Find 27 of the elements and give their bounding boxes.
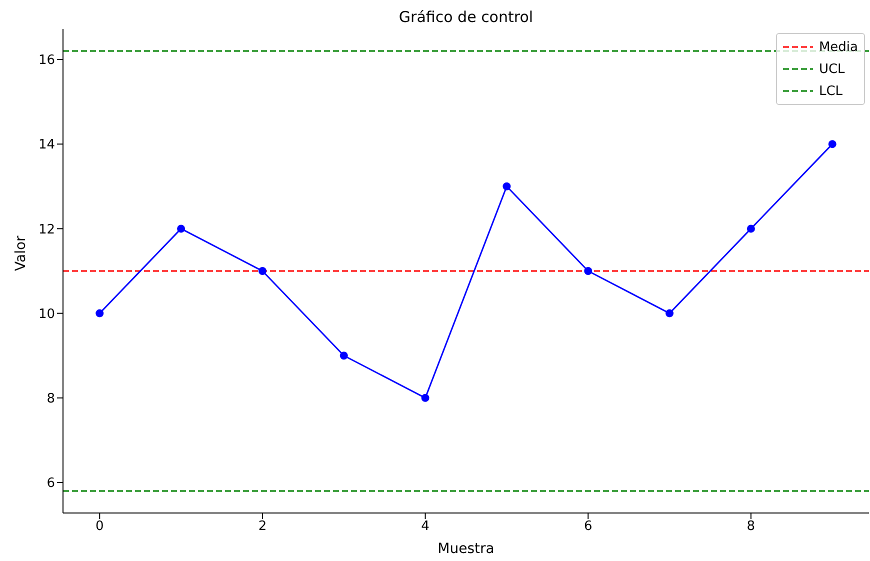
point <box>502 182 511 190</box>
y-tick-label: 14 <box>38 138 55 153</box>
y-tick-label: 8 <box>46 392 55 407</box>
y-tick-label: 6 <box>46 476 55 492</box>
x-tick-label: 6 <box>584 519 592 534</box>
point <box>177 224 186 233</box>
point <box>746 224 755 233</box>
x-tick-label: 8 <box>746 519 756 534</box>
chart-title: Gráfico de control <box>398 8 534 26</box>
y-axis-title: Valor <box>12 235 29 271</box>
legend-label: Media <box>818 40 858 54</box>
y-tick-label: 10 <box>38 306 55 322</box>
y-tick-label: 12 <box>38 222 55 238</box>
legend-label: UCL <box>818 62 845 76</box>
x-tick-label: 0 <box>95 519 104 534</box>
y-tick-label: 16 <box>38 53 55 68</box>
x-tick-label: 2 <box>258 519 267 534</box>
point <box>96 309 104 318</box>
x-axis-title: Muestra <box>438 541 494 557</box>
x-tick-label: 4 <box>421 519 430 534</box>
point <box>584 267 592 275</box>
legend-label: LCL <box>818 84 843 98</box>
point <box>340 352 348 360</box>
point <box>421 394 430 402</box>
point <box>666 309 674 318</box>
point <box>258 267 266 275</box>
point <box>828 140 836 148</box>
